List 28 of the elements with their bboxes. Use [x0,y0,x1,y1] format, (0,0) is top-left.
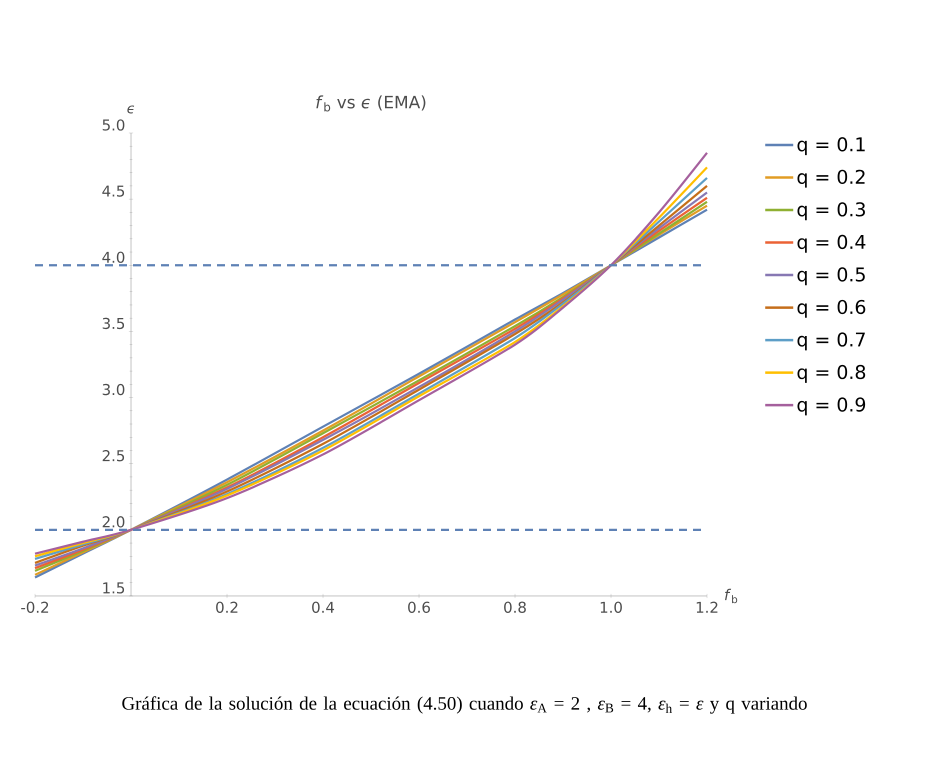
x-tick-label: 0.6 [408,602,430,613]
legend-label: q = 0.9 [798,397,866,416]
x-tick-label: 1.0 [600,602,622,613]
legend-label: q = 0.1 [798,137,865,156]
x-tick-label: 1.2 [696,602,718,613]
chart-title: f$_{b}$ vs ϵ (EMA) [316,95,426,112]
y-tick-label: 4.5 [102,186,124,197]
legend-label: q = 0.5 [798,267,865,286]
y-tick-label: 2.0 [102,516,124,528]
y-tick-label: 4.0 [102,252,124,263]
x-tick-label: 0.2 [216,602,238,613]
legend-label: q = 0.3 [798,202,865,220]
y-axis-title: ϵ [127,105,134,114]
x-tick-label: 0.8 [504,602,526,613]
legend-label: q = 0.8 [798,364,866,383]
legend-label: q = 0.7 [798,332,865,350]
y-tick-label: 3.0 [102,384,124,396]
x-axis-title: f$_{b}$ [724,588,738,604]
y-tick-label: 1.5 [103,582,124,594]
y-tick-label: 2.5 [102,450,124,462]
text: Gráfica de la solución de la ecuación (4.50) cuando ε$_{A}$ = 2 , ε$_{B}$ = 4, ε$_{h}$ = ε y q variando [122,696,807,714]
legend-label: q = 0.4 [798,234,866,253]
legend-label: q = 0.2 [798,170,865,188]
x-tick-label: 0.4 [312,602,334,613]
y-tick-label: 3.5 [102,318,124,330]
legend-label: q = 0.6 [798,300,866,318]
y-tick-label: 5.0 [102,119,124,131]
x-tick-label: -0.2 [21,602,48,613]
